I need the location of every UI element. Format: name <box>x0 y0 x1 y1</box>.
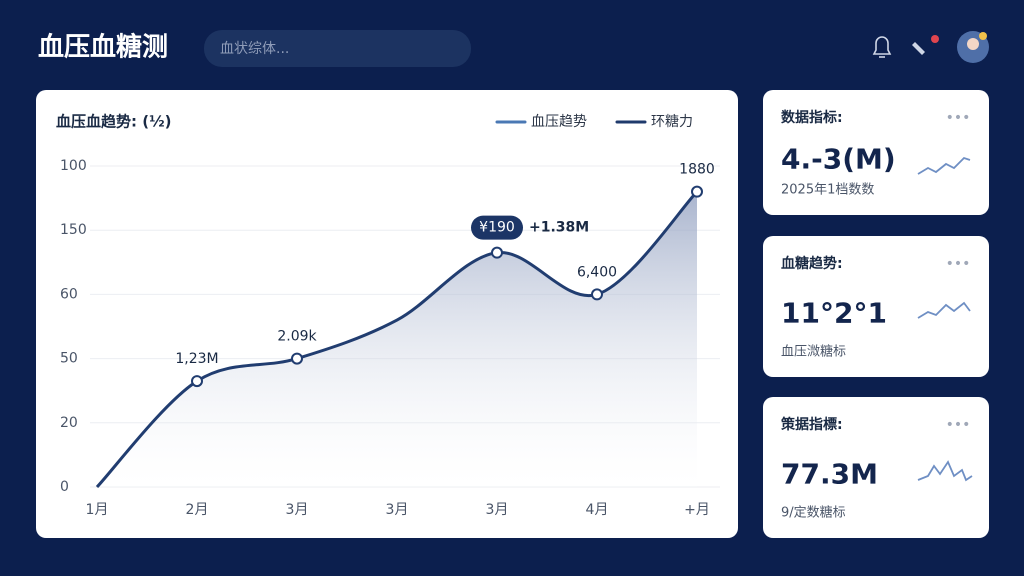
card-caption: 血压溦糖标 <box>781 344 846 360</box>
x-tick-label: 2月 <box>186 502 209 518</box>
card-title: 血糖趋势: <box>781 255 843 272</box>
y-tick-label: 0 <box>60 479 69 495</box>
sparkline <box>917 460 973 482</box>
bell-icon[interactable] <box>872 36 892 58</box>
sparkline <box>917 156 971 175</box>
badge-label: ¥190 <box>479 220 515 236</box>
search-box[interactable] <box>204 30 471 67</box>
legend-label: 环糖力 <box>651 114 693 130</box>
y-tick-label: 150 <box>60 222 87 238</box>
point-label: 1880 <box>679 162 715 178</box>
point-marker <box>191 375 203 388</box>
x-tick-label: 3月 <box>386 502 409 518</box>
card-more: ••• <box>946 256 971 272</box>
point-label: 2.09k <box>277 329 317 345</box>
y-tick-label: 60 <box>60 286 78 302</box>
point-label: 1,23M <box>175 351 218 367</box>
point-label: 6,400 <box>577 264 617 280</box>
stat-card <box>763 90 989 215</box>
chart-title: 血压血趋势: (½) <box>56 113 171 131</box>
x-tick-label: 3月 <box>286 502 309 518</box>
point-marker <box>591 288 603 301</box>
card-caption: 2025年1档数数 <box>781 183 874 198</box>
app-title: 血压血糖测 <box>38 32 168 63</box>
x-tick-label: +月 <box>684 502 710 518</box>
card-caption: 9/定数糖标 <box>781 505 846 521</box>
legend-label: 血压趋势 <box>531 114 587 130</box>
card-value: 77.3M <box>781 458 878 491</box>
search-placeholder: 血状综体... <box>220 41 289 57</box>
point-marker <box>691 185 703 198</box>
y-tick-label: 100 <box>60 158 87 174</box>
x-tick-label: 1月 <box>86 502 109 518</box>
badge <box>471 215 523 240</box>
badge-note: +1.38M <box>529 220 589 236</box>
point-marker <box>491 246 503 259</box>
tools-icon[interactable] <box>912 35 939 55</box>
stat-card <box>763 236 989 377</box>
card-more: ••• <box>946 110 971 126</box>
card-more: ••• <box>946 417 971 433</box>
card-value: 4.-3(M) <box>781 143 896 176</box>
stat-card <box>763 397 989 538</box>
avatar[interactable] <box>957 31 989 63</box>
card-title: 策据指標: <box>780 416 843 433</box>
area <box>97 191 697 487</box>
y-tick-label: 50 <box>60 351 78 367</box>
card-title: 数据指标: <box>781 109 843 126</box>
sparkline <box>917 301 971 319</box>
x-tick-label: 4月 <box>586 502 609 518</box>
x-tick-label: 3月 <box>486 502 509 518</box>
y-tick-label: 20 <box>60 415 78 431</box>
point-marker <box>291 352 303 365</box>
card-value: 11°2°1 <box>781 297 887 330</box>
